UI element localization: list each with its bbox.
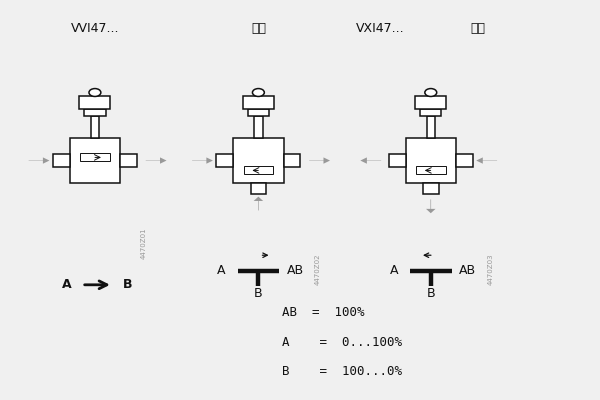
Bar <box>248 109 269 116</box>
Text: 4470Z03: 4470Z03 <box>487 253 493 285</box>
Circle shape <box>89 88 101 96</box>
Bar <box>79 96 110 109</box>
Text: 4470Z01: 4470Z01 <box>140 228 146 259</box>
Text: 合流: 合流 <box>251 22 266 35</box>
Text: B: B <box>254 287 263 300</box>
Bar <box>284 154 300 167</box>
Text: A: A <box>217 264 226 278</box>
Text: VXI47...: VXI47... <box>356 22 404 35</box>
Bar <box>217 154 233 167</box>
FancyArrow shape <box>426 200 436 213</box>
Bar <box>244 166 273 174</box>
Bar <box>80 154 110 161</box>
Bar <box>456 154 473 167</box>
Text: AB: AB <box>459 264 476 278</box>
Text: AB  =  100%: AB = 100% <box>282 306 365 319</box>
Bar <box>415 96 446 109</box>
Bar <box>420 109 442 116</box>
Bar <box>254 116 263 138</box>
Bar <box>70 138 120 183</box>
Bar <box>120 154 137 167</box>
Bar <box>406 138 456 183</box>
Text: A: A <box>389 264 398 278</box>
FancyArrow shape <box>29 157 49 164</box>
Bar <box>53 154 70 167</box>
Text: A    =  0...100%: A = 0...100% <box>282 336 402 348</box>
Text: A: A <box>62 278 71 291</box>
Bar <box>233 138 284 183</box>
FancyArrow shape <box>254 197 263 210</box>
Text: VVI47...: VVI47... <box>71 22 119 35</box>
Bar <box>416 166 446 174</box>
Text: B: B <box>427 287 435 300</box>
FancyArrow shape <box>476 157 497 164</box>
Bar <box>423 183 439 194</box>
Text: B    =  100...0%: B = 100...0% <box>282 365 402 378</box>
Bar <box>389 154 406 167</box>
Bar <box>84 109 106 116</box>
Text: AB: AB <box>287 264 304 278</box>
Text: 4470Z02: 4470Z02 <box>315 253 321 285</box>
Bar <box>251 183 266 194</box>
FancyArrow shape <box>361 157 381 164</box>
FancyArrow shape <box>309 157 330 164</box>
Text: 分流: 分流 <box>471 22 486 35</box>
Bar <box>91 116 99 138</box>
Bar <box>427 116 435 138</box>
Circle shape <box>253 88 265 96</box>
FancyArrow shape <box>146 157 167 164</box>
Circle shape <box>425 88 437 96</box>
Bar <box>243 96 274 109</box>
Text: B: B <box>123 278 133 291</box>
FancyArrow shape <box>192 157 213 164</box>
